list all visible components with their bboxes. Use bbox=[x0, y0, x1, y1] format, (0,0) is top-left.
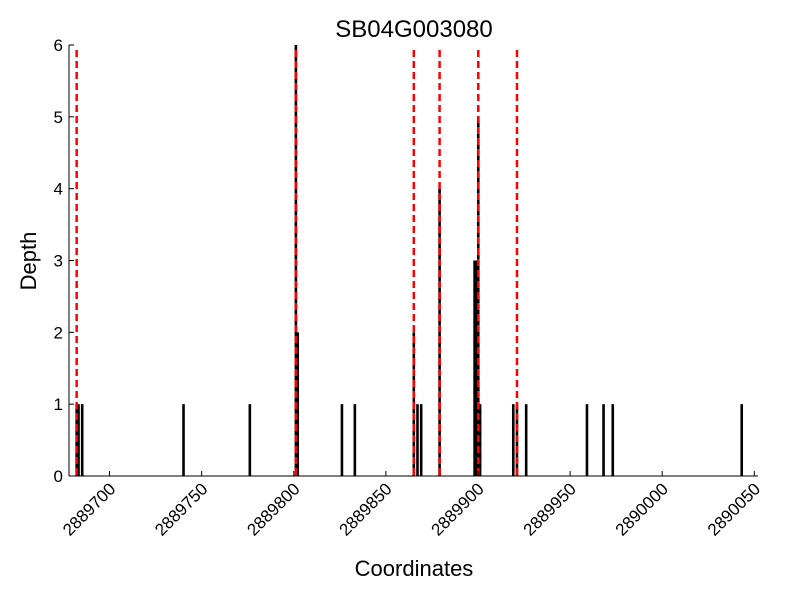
depth-bar bbox=[353, 404, 357, 476]
x-tick-label: 2889900 bbox=[428, 479, 488, 539]
y-tick-label: 4 bbox=[54, 180, 63, 199]
x-tick-label: 2890050 bbox=[704, 479, 764, 539]
depth-bar bbox=[473, 260, 476, 476]
x-tick-label: 2889950 bbox=[520, 479, 580, 539]
y-tick-label: 0 bbox=[54, 467, 63, 486]
depth-bar bbox=[80, 404, 84, 476]
depth-bar bbox=[340, 404, 344, 476]
depth-bar bbox=[296, 332, 300, 476]
depth-bar bbox=[611, 404, 615, 476]
x-tick-label: 2889850 bbox=[335, 479, 395, 539]
y-axis-label: Depth bbox=[16, 232, 41, 291]
depth-bar bbox=[602, 404, 605, 476]
x-tick-label: 2889750 bbox=[151, 479, 211, 539]
depth-bar bbox=[438, 188, 441, 477]
y-tick-label: 2 bbox=[54, 323, 63, 342]
x-tick-label: 2889700 bbox=[59, 479, 119, 539]
depth-bar bbox=[77, 404, 80, 476]
depth-bar bbox=[419, 404, 423, 476]
depth-bar bbox=[182, 404, 185, 476]
x-tick-label: 2889800 bbox=[243, 479, 303, 539]
y-tick-label: 1 bbox=[54, 395, 63, 414]
y-tick-label: 6 bbox=[54, 36, 63, 55]
depth-bar bbox=[475, 260, 478, 476]
depth-bar bbox=[416, 404, 419, 476]
plot-area bbox=[75, 45, 744, 477]
y-axis: 0 1 2 3 4 5 6 bbox=[54, 36, 74, 486]
depth-bar bbox=[740, 404, 744, 476]
x-tick-label: 2890000 bbox=[612, 479, 672, 539]
depth-bar bbox=[524, 404, 528, 476]
depth-bar bbox=[478, 404, 482, 476]
depth-bar bbox=[511, 404, 515, 476]
x-axis-label: Coordinates bbox=[355, 556, 474, 581]
depth-bar bbox=[585, 404, 589, 476]
y-tick-label: 3 bbox=[54, 252, 63, 271]
y-tick-label: 5 bbox=[54, 108, 63, 127]
x-axis: 2889700 2889750 2889800 2889850 2889900 28899… bbox=[59, 471, 764, 540]
depth-bar bbox=[248, 404, 252, 476]
chart-title: SB04G003080 bbox=[335, 16, 492, 43]
